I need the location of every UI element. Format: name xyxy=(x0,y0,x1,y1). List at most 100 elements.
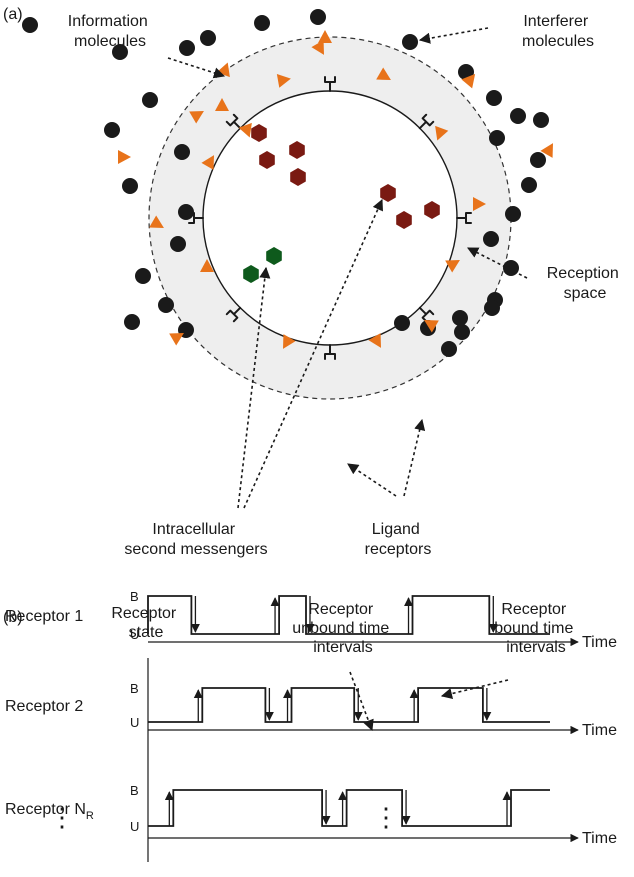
interferer-molecule xyxy=(505,206,521,222)
state-u-tick: U xyxy=(130,715,139,730)
interferer-molecule xyxy=(142,92,158,108)
state-waveform xyxy=(148,789,550,827)
interferer-molecule xyxy=(104,122,120,138)
interferer-molecule xyxy=(200,30,216,46)
second-messenger-green xyxy=(243,265,259,283)
interferer-molecule xyxy=(124,314,140,330)
second-messenger-green xyxy=(266,247,282,265)
information-molecule xyxy=(200,259,214,272)
state-waveform xyxy=(147,595,550,635)
information-molecule xyxy=(169,333,184,346)
information-molecule xyxy=(238,122,252,138)
ligand-pointer-left xyxy=(347,463,397,497)
information-molecule xyxy=(376,67,391,80)
information-molecule xyxy=(445,260,460,273)
state-b-tick: B xyxy=(130,681,139,696)
unbound-label: Receptor unbound time intervals xyxy=(292,601,393,656)
information-molecule xyxy=(189,111,204,124)
messenger-pointer-green xyxy=(237,266,271,509)
state-waveform xyxy=(148,687,550,723)
ligand-receptor xyxy=(324,76,336,92)
information-molecule xyxy=(435,125,449,141)
second-messenger-red xyxy=(259,151,275,169)
interferer-molecule xyxy=(394,315,410,331)
interferer-molecule xyxy=(158,297,174,313)
interferer-molecule xyxy=(122,178,138,194)
bound-label: Receptor bound time intervals xyxy=(494,601,578,656)
panel-b: (b) Receptor state Receptor unbound time… xyxy=(3,589,617,862)
information-molecule xyxy=(461,73,476,89)
information-molecule xyxy=(424,320,439,333)
reception-label: Reception space xyxy=(547,265,624,302)
panel-a: (a) Information molecules Interferer mol… xyxy=(3,6,624,558)
ellipsis-center: ⋮ xyxy=(373,802,399,832)
interferer-molecule xyxy=(503,260,519,276)
information-molecule xyxy=(473,197,486,211)
receptor-name: Receptor 1 xyxy=(5,608,83,625)
unbound-pointer xyxy=(349,671,374,732)
second-messenger-red xyxy=(380,184,396,202)
y-axis-label: Receptor state xyxy=(111,605,180,641)
information-molecule xyxy=(215,98,229,111)
interferer-molecule xyxy=(486,90,502,106)
info-pointer xyxy=(167,57,226,79)
interferer-molecule xyxy=(178,204,194,220)
information-molecule xyxy=(149,215,164,228)
ligand-receptor xyxy=(188,212,204,224)
info-label: Information molecules xyxy=(68,13,153,50)
state-u-tick: U xyxy=(130,819,139,834)
interferer-molecule xyxy=(530,152,546,168)
messenger-pointer-red xyxy=(243,198,383,509)
receptor-name: Receptor NR xyxy=(5,801,94,822)
second-messenger-red xyxy=(396,211,412,229)
information-molecule xyxy=(201,155,214,170)
bound-pointer xyxy=(440,679,509,700)
receptor-name: Receptor 2 xyxy=(5,698,83,715)
second-messenger-red xyxy=(290,168,306,186)
ellipsis-left: ⋮ xyxy=(49,802,75,832)
interferer-molecule xyxy=(521,177,537,193)
interferer-molecule xyxy=(112,44,128,60)
time-axis-label: Time xyxy=(582,722,617,739)
reception-pointer xyxy=(467,247,528,279)
interferer-pointer xyxy=(418,27,489,44)
panel-a-label: (a) xyxy=(3,6,23,23)
information-molecule xyxy=(540,143,553,158)
ligand-receptor xyxy=(456,212,472,224)
second-messenger-red xyxy=(289,141,305,159)
ligand-receptor xyxy=(324,344,336,360)
state-b-tick: B xyxy=(130,783,139,798)
interferer-molecule xyxy=(254,15,270,31)
second-messenger-red xyxy=(251,124,267,142)
second-messenger-red xyxy=(424,201,440,219)
time-axis-label: Time xyxy=(582,634,617,651)
ligand-receptor xyxy=(225,113,242,130)
information-molecule xyxy=(118,150,131,164)
interferer-molecule xyxy=(452,310,468,326)
interferer-molecule xyxy=(533,112,549,128)
information-molecule xyxy=(311,40,324,55)
ligand-receptors xyxy=(188,76,472,360)
information-molecules xyxy=(118,30,553,349)
interferer-molecules xyxy=(22,9,549,357)
ligand-receptor xyxy=(418,306,435,323)
ligand-receptor xyxy=(418,113,435,130)
interferer-molecule xyxy=(441,341,457,357)
second-messengers xyxy=(243,124,440,283)
interferer-molecule xyxy=(170,236,186,252)
interferer-molecule xyxy=(310,9,326,25)
information-molecule xyxy=(283,334,296,349)
interferer-molecule xyxy=(174,144,190,160)
interferer-molecule xyxy=(22,17,38,33)
receptor-trace-3: Receptor NR B U Time xyxy=(5,783,617,847)
interferer-molecule xyxy=(489,130,505,146)
ligand-label: Ligand receptors xyxy=(365,521,432,558)
receptor-trace-1: Receptor 1 B U Time xyxy=(5,589,617,651)
messenger-label: Intracellular second messengers xyxy=(124,521,267,558)
state-u-tick: U xyxy=(130,627,139,642)
interferer-label: Interferer molecules xyxy=(522,13,594,50)
state-b-tick: B xyxy=(130,589,139,604)
interferer-molecule xyxy=(454,324,470,340)
